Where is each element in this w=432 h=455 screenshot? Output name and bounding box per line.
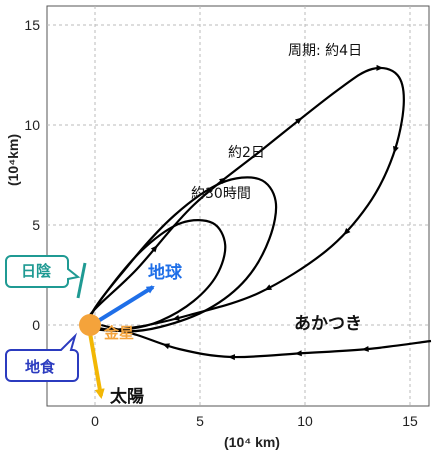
direction-arrowhead	[264, 284, 273, 291]
x-tick-5: 5	[196, 413, 204, 429]
direction-arrowhead	[219, 177, 227, 185]
sun-label: 太陽	[110, 386, 144, 407]
direction-arrowhead	[294, 350, 302, 357]
shadow-callout-text: 日陰	[21, 262, 52, 280]
occultation-callout-text: 地食	[25, 358, 56, 376]
occultation-callout	[5, 332, 79, 382]
y-axis-label: (10⁴km)	[5, 134, 21, 186]
venus-disk	[79, 314, 101, 336]
orbit-30h-curve	[87, 219, 227, 332]
y-tick-5: 5	[32, 217, 40, 233]
earth-direction-arrow	[88, 285, 155, 328]
shadow-segment	[76, 262, 87, 299]
earth-label: 地球	[148, 262, 183, 283]
orbit-30h-label: 約30時間	[191, 186, 251, 202]
direction-arrowhead	[295, 117, 303, 125]
y-tick-15: 15	[24, 17, 40, 33]
x-axis-label: (10⁴ km)	[224, 434, 280, 450]
x-tick-15: 15	[402, 413, 418, 429]
orbit-2day-label: 約2日	[228, 145, 265, 161]
plot-frame	[46, 5, 430, 407]
y-tick-0: 0	[32, 317, 40, 333]
venus-label: 金星	[103, 324, 134, 342]
direction-arrowhead	[172, 314, 180, 321]
direction-arrowhead	[393, 145, 399, 154]
x-tick-0: 0	[91, 413, 99, 429]
orbit-2day-curve	[87, 176, 278, 333]
direction-arrowhead	[162, 343, 170, 350]
direction-arrowhead	[343, 228, 351, 236]
x-tick-10: 10	[297, 413, 313, 429]
orbit-4day-label: 周期: 約4日	[288, 43, 362, 59]
grid	[47, 6, 429, 406]
direction-arrowhead	[361, 345, 369, 352]
spacecraft-label: あかつき	[294, 314, 362, 334]
orbit-direction-markers	[150, 64, 399, 361]
direction-arrowhead	[376, 64, 384, 71]
direction-arrowhead	[227, 354, 236, 361]
direction-arrowhead	[150, 245, 158, 253]
shadow-callout	[5, 255, 81, 288]
sun-direction-arrow	[88, 332, 105, 399]
y-tick-10: 10	[24, 117, 40, 133]
orbit-4day-curve	[86, 66, 405, 331]
